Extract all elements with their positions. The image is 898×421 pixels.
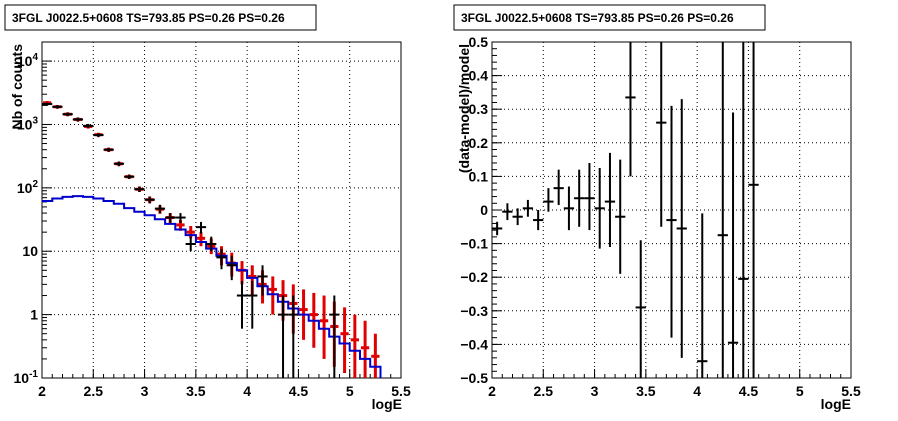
x-tick-label: 2.5 (534, 383, 554, 399)
left-x-axis-label: logE (372, 396, 402, 412)
x-tick-label: 3 (141, 383, 149, 399)
x-tick-label: 5 (796, 383, 804, 399)
right-title: 3FGL J0022.5+0608 TS=793.85 PS=0.26 PS=0… (461, 11, 734, 25)
y-tick-label: 0.1 (469, 168, 489, 184)
right-title-box (453, 4, 766, 31)
y-tick-label: 1 (30, 307, 38, 323)
y-tick-label: 0.3 (469, 101, 489, 117)
y-tick-label: 10 (22, 243, 38, 259)
y-tick-label: −0.2 (460, 269, 488, 285)
y-tick-label: 0 (480, 202, 488, 218)
y-tick-label: −0.5 (460, 370, 488, 386)
y-tick-label: 10-1 (14, 369, 39, 386)
x-tick-label: 5.5 (841, 383, 861, 399)
x-tick-label: 3.5 (186, 383, 206, 399)
left-title-box (4, 4, 317, 31)
right-x-axis-label: logE (821, 396, 851, 412)
x-tick-label: 2 (38, 383, 46, 399)
right-plot-area: 2 2.5 3 3.5 4 4.5 5 5.5 −0.5 −0.4 −0.3 −0.2 −0.1 0 0.1… (460, 34, 861, 399)
right-y-axis-label: (data-model)/model (456, 44, 472, 173)
plot-frame (41, 41, 402, 379)
x-tick-label: 2.5 (84, 383, 104, 399)
left-title: 3FGL J0022.5+0608 TS=793.85 PS=0.26 PS=0… (12, 11, 285, 25)
x-tick-label: 3.5 (636, 383, 656, 399)
left-y-axis-label: Nb of counts (9, 44, 25, 130)
y-tick-label: −0.1 (460, 236, 488, 252)
x-tick-label: 4.5 (289, 383, 309, 399)
model-source-step-line (42, 195, 382, 378)
y-tick-label: 0.4 (469, 68, 489, 84)
y-tick-label: 104 (17, 52, 39, 69)
right-panel: 3FGL J0022.5+0608 TS=793.85 PS=0.26 PS=0… (453, 4, 861, 412)
y-tick-label: 0.2 (469, 135, 489, 151)
y-tick-label: 102 (17, 179, 39, 196)
y-tick-label: 0.5 (469, 34, 489, 50)
x-tick-label: 4.5 (739, 383, 759, 399)
x-tick-label: 3 (591, 383, 599, 399)
x-tick-label: 5.5 (391, 383, 411, 399)
y-tick-label: −0.3 (460, 303, 488, 319)
y-tick-label: 103 (17, 115, 39, 132)
x-tick-label: 4 (243, 383, 251, 399)
x-tick-label: 4 (693, 383, 701, 399)
x-tick-label: 2 (488, 383, 496, 399)
left-panel: 3FGL J0022.5+0608 TS=793.85 PS=0.26 PS=0… (4, 4, 411, 412)
x-tick-label: 5 (346, 383, 354, 399)
left-plot-area: 2 2.5 3 3.5 4 4.5 5 5.5 10-1 1 10 102 103 104 (14, 41, 411, 399)
y-tick-label: −0.4 (460, 336, 488, 352)
